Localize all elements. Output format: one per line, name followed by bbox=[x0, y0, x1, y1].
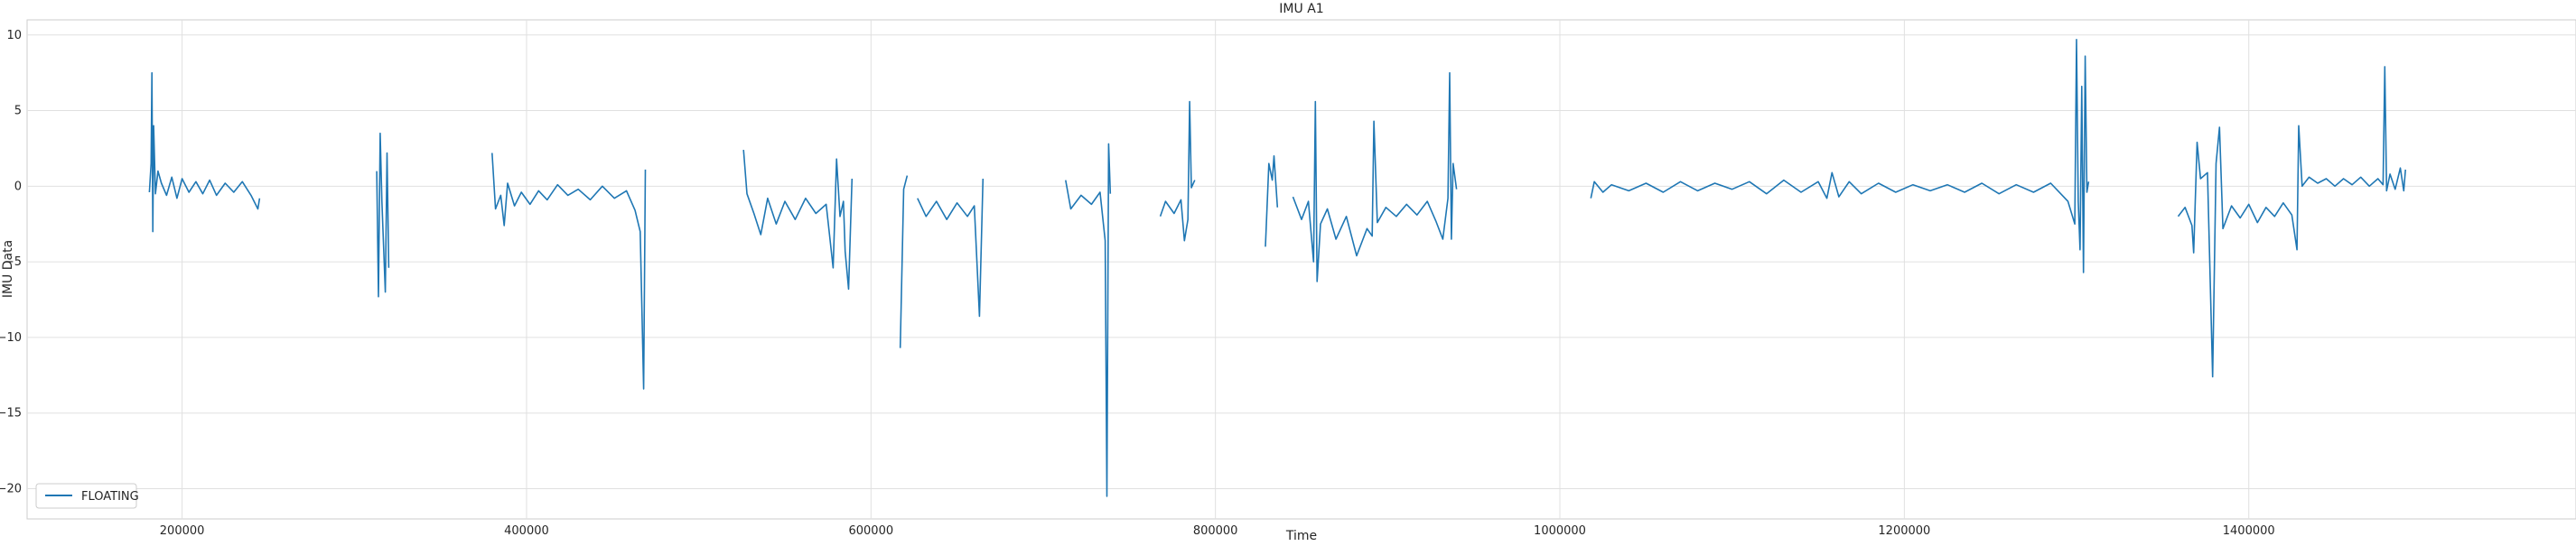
series-line-floating bbox=[376, 132, 390, 298]
x-tick-label: 400000 bbox=[504, 524, 549, 538]
x-tick-label: 1400000 bbox=[2223, 524, 2275, 538]
legend-label-floating: FLOATING bbox=[81, 490, 139, 504]
series-layer bbox=[148, 39, 2406, 497]
legend: FLOATING bbox=[35, 483, 139, 509]
series-line-floating bbox=[2177, 66, 2406, 378]
legend-box bbox=[35, 483, 137, 509]
y-tick-label: −15 bbox=[0, 407, 22, 421]
series-line-floating bbox=[1159, 100, 1196, 242]
series-line-floating bbox=[491, 153, 647, 390]
series-line-floating bbox=[1265, 155, 1279, 247]
y-tick-label: 0 bbox=[14, 180, 22, 193]
series-line-floating bbox=[1590, 39, 2090, 273]
y-axis-ticks: 10 5 0 −5 −10 −15 −20 bbox=[0, 29, 22, 496]
x-axis-label: Time bbox=[1285, 529, 1317, 543]
y-tick-label: 5 bbox=[14, 105, 22, 118]
series-line-floating bbox=[148, 71, 261, 233]
y-tick-label: −20 bbox=[0, 482, 22, 495]
grid-lines bbox=[27, 20, 2576, 519]
x-tick-label: 1200000 bbox=[1878, 524, 1930, 538]
x-tick-label: 800000 bbox=[1193, 524, 1238, 538]
x-tick-label: 200000 bbox=[160, 524, 205, 538]
x-tick-label: 600000 bbox=[848, 524, 893, 538]
y-tick-label: −5 bbox=[5, 255, 22, 269]
series-line-floating bbox=[899, 175, 909, 348]
series-line-floating bbox=[1065, 143, 1112, 497]
y-tick-label: −10 bbox=[0, 331, 22, 345]
y-axis-label: IMU Data bbox=[1, 240, 15, 298]
x-tick-label: 1000000 bbox=[1534, 524, 1586, 538]
series-line-floating bbox=[742, 150, 854, 291]
y-tick-label: 10 bbox=[6, 29, 22, 42]
chart-title: IMU A1 bbox=[1279, 2, 1323, 16]
plot-area bbox=[26, 19, 2576, 520]
series-line-floating bbox=[1292, 71, 1458, 282]
x-axis-ticks: 200000 400000 600000 800000 1000000 1200000 14… bbox=[160, 524, 2275, 538]
series-line-floating bbox=[917, 178, 985, 318]
